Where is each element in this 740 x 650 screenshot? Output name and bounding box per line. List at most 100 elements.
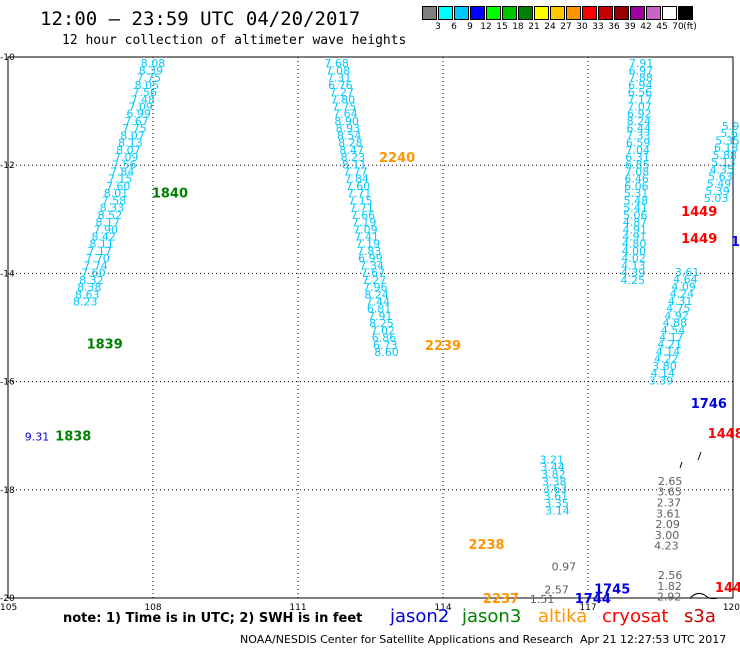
wave-height-value: 7.71 xyxy=(349,202,374,215)
wave-height-value: 2.92 xyxy=(657,591,682,604)
wave-height-value: 8.08 xyxy=(141,57,166,70)
wave-height-value: 6.46 xyxy=(624,173,649,186)
wave-height-value: 8.54 xyxy=(337,129,362,142)
wave-height-value: 7.07 xyxy=(627,100,652,113)
wave-height-value: 7.83 xyxy=(357,245,382,258)
pass-time-label: 1839 xyxy=(87,338,123,353)
wave-height-value: 5.49 xyxy=(707,178,732,191)
scale-label: 36 xyxy=(608,22,620,32)
longitude-tick-label: 114 xyxy=(434,603,451,613)
wave-height-value: 8.13 xyxy=(118,137,143,150)
wave-height-value: 7.84 xyxy=(344,173,369,186)
scale-label: 15 xyxy=(496,22,508,32)
scale-swatch xyxy=(630,6,645,20)
longitude-tick-label: 108 xyxy=(144,603,161,613)
scale-label: 6 xyxy=(451,22,457,32)
wave-height-value: 4.17 xyxy=(659,331,684,344)
wave-height-value: 7.17 xyxy=(87,245,112,258)
wave-height-value: 7.15 xyxy=(108,173,133,186)
pass-time-label: 1448 xyxy=(708,427,740,442)
wave-height-value: 6.92 xyxy=(627,108,652,121)
scale-swatch xyxy=(678,6,693,20)
pass-time-label: 1449 xyxy=(681,205,717,220)
pass-time-label: 2238 xyxy=(468,538,504,553)
wave-height-value: 7.60 xyxy=(346,180,371,193)
wave-height-value: 7.80 xyxy=(331,93,356,106)
wave-height-value: 7.09 xyxy=(353,223,378,236)
wave-height-value: 3.21 xyxy=(540,454,565,467)
pass-time-label: 1746 xyxy=(691,397,727,412)
wave-height-value: 6.76 xyxy=(328,79,353,92)
wave-height-value: 7.08 xyxy=(326,64,351,77)
wave-height-value: 3.44 xyxy=(540,461,565,474)
scale-swatch xyxy=(470,6,485,20)
wave-height-value: 7.71 xyxy=(347,187,372,200)
latitude-tick-label: -16 xyxy=(0,378,15,388)
wave-height-value: 7.34 xyxy=(359,259,384,272)
wave-height-value: 2.57 xyxy=(544,583,569,596)
wave-height-value: 3.61 xyxy=(675,266,700,279)
wave-height-value: 8.05 xyxy=(135,79,160,92)
wave-height-value: 6.44 xyxy=(626,122,651,135)
wave-height-value: 7.68 xyxy=(324,57,349,70)
wave-height-value: 6.97 xyxy=(629,64,654,77)
wave-height-value: 7.60 xyxy=(81,267,106,280)
scale-label: 18 xyxy=(512,22,524,32)
wave-height-value: 6.85 xyxy=(625,158,650,171)
pass-time-label: 1449 xyxy=(681,232,717,247)
wave-height-value: 3.82 xyxy=(541,468,566,481)
wave-height-value: 8.11 xyxy=(342,158,367,171)
scale-swatch xyxy=(454,6,469,20)
wave-height-value: 4.24 xyxy=(670,288,695,301)
scale-swatch xyxy=(566,6,581,20)
scale-swatch xyxy=(598,6,613,20)
scale-swatch xyxy=(534,6,549,20)
latitude-tick-label: -14 xyxy=(0,269,15,279)
wave-height-value: 5.63 xyxy=(708,170,733,183)
wave-height-value: 8.28 xyxy=(338,137,363,150)
wave-height-value: 3.35 xyxy=(544,497,569,510)
wave-height-value: 7.64 xyxy=(333,108,358,121)
wave-height-value: 5.48 xyxy=(624,194,649,207)
wave-height-value: 3.38 xyxy=(542,475,567,488)
wave-height-value: 2.09 xyxy=(655,518,680,531)
scale-label: 12 xyxy=(480,22,492,32)
wave-height-value: 7.67 xyxy=(361,267,386,280)
wave-height-value: 3.14 xyxy=(545,504,570,517)
wave-height-value: 7.84 xyxy=(110,165,135,178)
wave-height-value: 5.13 xyxy=(711,156,736,169)
wave-height-value: 4.88 xyxy=(663,317,688,330)
latitude-tick-label: -20 xyxy=(0,594,15,604)
scale-label: 70 xyxy=(672,22,684,32)
wave-height-value: 7.31 xyxy=(327,72,352,85)
wave-height-value: 8.33 xyxy=(100,202,125,215)
pass-time-label: 1838 xyxy=(55,430,91,445)
wave-height-value: 1.51 xyxy=(530,593,555,606)
scale-label: 9 xyxy=(467,22,473,32)
wave-height-value: 7.33 xyxy=(626,129,651,142)
pass-time-label: 1840 xyxy=(152,186,188,201)
scale-swatch xyxy=(582,6,597,20)
wave-height-value: 8.07 xyxy=(120,129,145,142)
wave-height-value: 7.60 xyxy=(106,180,131,193)
wave-height-value: 7.58 xyxy=(102,194,127,207)
map-title: 12:00 – 23:59 UTC 04/20/2017 xyxy=(40,8,361,30)
wave-height-value: 3.39 xyxy=(649,374,674,387)
wave-height-value: 7.96 xyxy=(363,281,388,294)
scale-swatch xyxy=(646,6,661,20)
wave-height-value: 5.03 xyxy=(704,192,729,205)
wave-height-value: 7.70 xyxy=(85,252,110,265)
wave-height-value: 7.75 xyxy=(137,72,162,85)
wave-height-value: 8.39 xyxy=(139,64,164,77)
wave-height-value: 6.94 xyxy=(628,79,653,92)
wave-height-value: 4.21 xyxy=(657,338,682,351)
scale-swatch xyxy=(422,6,437,20)
wave-height-value: 8.38 xyxy=(77,281,102,294)
wave-height-value: 7.91 xyxy=(629,57,654,70)
wave-height-value: 8.24 xyxy=(364,288,389,301)
latitude-tick-label: -18 xyxy=(0,486,15,496)
scale-label: 39 xyxy=(624,22,636,32)
coastline xyxy=(697,451,702,461)
wave-height-value: 8.42 xyxy=(91,231,116,244)
scale-label: 3 xyxy=(435,22,441,32)
